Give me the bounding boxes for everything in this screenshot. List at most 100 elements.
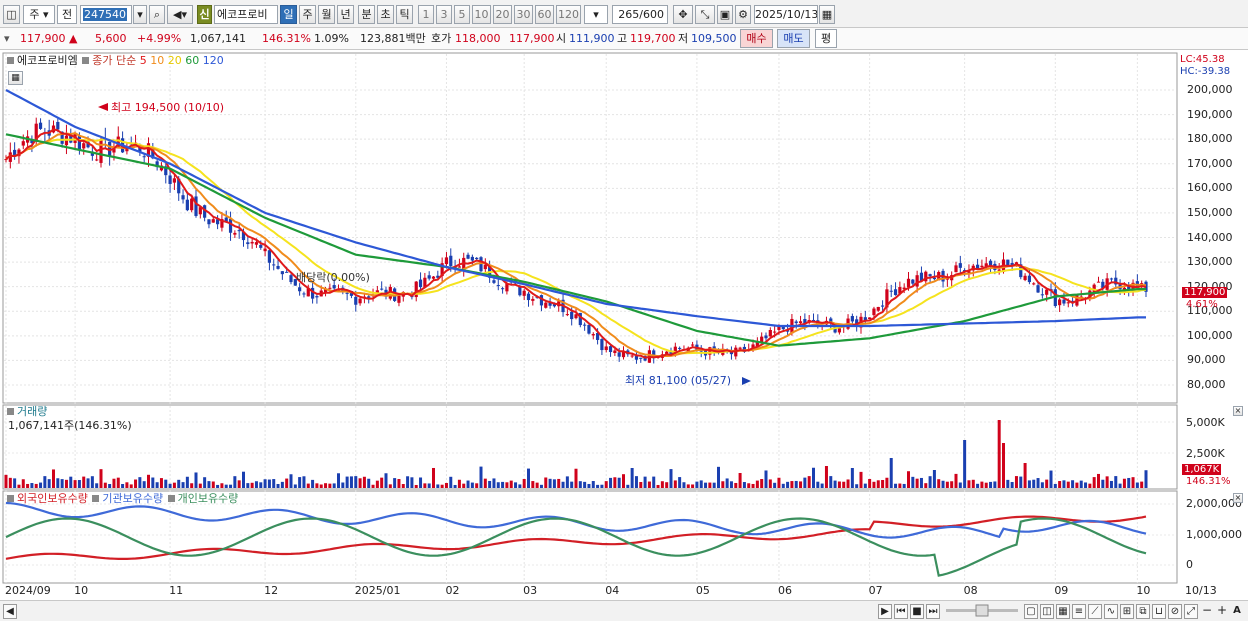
compare-icon[interactable]: ⧉ [1136,604,1150,619]
scroll-left-icon[interactable]: ◀ [3,604,17,619]
sell-button[interactable]: 매도 [777,29,810,48]
holdings-close-icon[interactable]: × [1233,493,1243,503]
hide-icon[interactable]: ⊘ [1168,604,1182,619]
search-icon[interactable]: ⌕ [149,5,165,24]
evaluate-button[interactable]: 평 [815,29,837,48]
layout-split-icon[interactable]: ◫ [1040,604,1054,619]
forward-icon[interactable]: ⏭ [926,604,940,619]
candle-body [932,277,937,280]
measure-icon[interactable]: ⊞ [1120,604,1134,619]
line-tool-icon[interactable]: ⟋ [1088,604,1102,619]
candle-body [673,346,677,354]
layout-grid-icon[interactable]: ▦ [1056,604,1070,619]
candle-body [522,290,526,296]
interval-20-button[interactable]: 20 [493,5,512,24]
play-icon[interactable]: ▶ [878,604,892,619]
stock-code-input[interactable]: 247540 [80,5,132,24]
candle-body [652,350,656,359]
interval-10-button[interactable]: 10 [472,5,491,24]
rewind-icon[interactable]: ⏮ [894,604,908,619]
interval-1-button[interactable]: 1 [418,5,434,24]
candle-body [177,178,181,194]
indicator-icon[interactable]: ≡ [1072,604,1086,619]
holdings-legend: 외국인보유수량 기관보유수량 개인보유수량 [6,492,238,505]
count-input[interactable]: 265/600 [612,5,668,24]
volume-bar [548,478,552,488]
speaker-icon[interactable]: ◀▾ [167,5,193,24]
candle-body [928,274,932,277]
prev-button[interactable]: 전 [57,5,77,24]
period-year-button[interactable]: 년 [337,5,354,24]
volume-bar [1088,483,1092,488]
interval-5-button[interactable]: 5 [454,5,470,24]
volume-bar [427,483,431,488]
volume-bar [1118,483,1122,488]
volume-bar [898,483,902,488]
period-tick-button[interactable]: 틱 [396,5,413,24]
candle-body [621,351,626,358]
trend-icon[interactable]: ∿ [1104,604,1118,619]
volume-bar [475,483,479,488]
volume-bar [773,482,777,488]
save-icon[interactable]: ▣ [717,5,733,24]
volume-bar [509,480,513,488]
volume-bar [1023,463,1027,488]
magnet-icon[interactable]: ⊔ [1152,604,1166,619]
layout-single-icon[interactable]: ▢ [1024,604,1038,619]
candle-body [595,333,600,340]
zoom-in-icon[interactable]: + [1216,603,1228,617]
candle-body [272,264,276,266]
volume-bar [535,482,539,488]
chart-canvas[interactable] [0,50,1248,600]
volume-value-tag: 1,067K [1182,464,1222,475]
volume-bar [647,481,651,488]
x-tick: 11 [169,584,184,597]
period-month-button[interactable]: 월 [318,5,335,24]
candle-body [630,355,634,357]
code-dropdown-icon[interactable]: ▾ [133,5,147,24]
menu-icon[interactable]: ▾ [4,32,10,45]
interval-120-button[interactable]: 120 [556,5,581,24]
period-week-button[interactable]: 주 [299,5,316,24]
interval-3-button[interactable]: 3 [436,5,452,24]
legend-institution: 기관보유수량 [102,492,164,505]
stock-name-field[interactable]: 에코프로비 [214,5,278,24]
volume-bar [332,483,336,488]
period-type-select[interactable]: 주 ▾ [23,5,55,24]
volume-bar [1127,477,1131,488]
volume-bar [211,481,215,488]
draw-tools-icon[interactable]: ⤡ [695,5,715,24]
interval-60-button[interactable]: 60 [535,5,554,24]
volume-bar [69,476,73,488]
ma60-line [5,133,1146,347]
legend-stock-name: 에코프로비엠 [17,54,78,67]
candle-body [613,350,617,353]
interval-custom-select[interactable]: ▾ [584,5,608,24]
table-view-icon[interactable]: ▦ [8,71,23,85]
gear-icon[interactable]: ⚙ [735,5,751,24]
period-minute-button[interactable]: 분 [358,5,375,24]
volume-bar [125,482,129,488]
buy-button[interactable]: 매수 [740,29,773,48]
scroll-slider[interactable] [946,604,1018,619]
zoom-reset-icon[interactable]: ⤢ [1184,604,1198,619]
stop-icon[interactable]: ■ [910,604,924,619]
volume-bar [17,484,21,488]
candle-body [889,290,893,292]
date-input[interactable]: 2025/10/13 [754,5,818,24]
zoom-out-icon[interactable]: − [1201,603,1213,617]
period-day-button[interactable]: 일 [280,5,297,24]
crosshair-icon[interactable]: ✥ [673,5,693,24]
layout-icon[interactable]: ◫ [3,5,20,24]
volume-bar [617,477,621,488]
volume-bar [1053,483,1057,488]
interval-30-button[interactable]: 30 [514,5,533,24]
calendar-icon[interactable]: ▦ [819,5,835,24]
volume-close-icon[interactable]: × [1233,406,1243,416]
volume-bar [1109,480,1113,488]
open-label: 시 [556,32,567,45]
candle-body [876,306,880,311]
volume-bar [172,482,176,488]
period-second-button[interactable]: 초 [377,5,394,24]
auto-scale-icon[interactable]: A [1233,605,1241,616]
